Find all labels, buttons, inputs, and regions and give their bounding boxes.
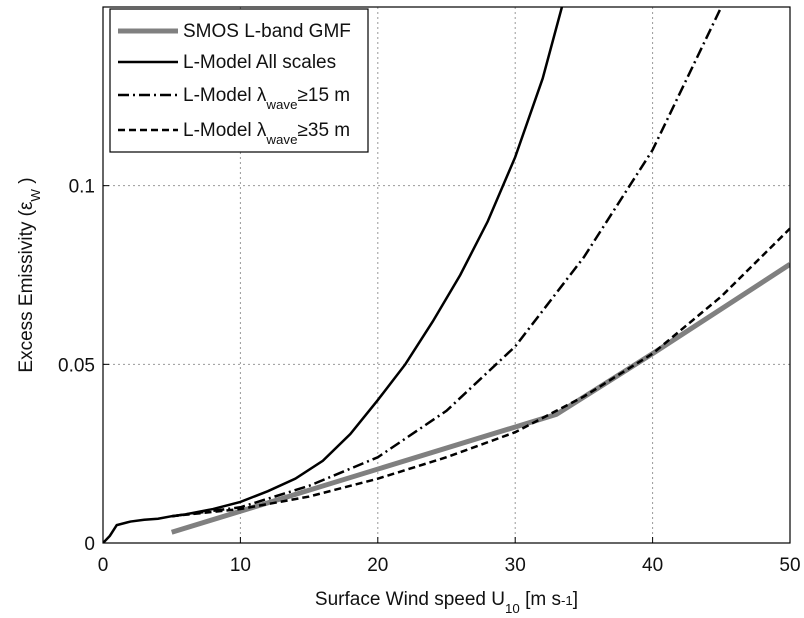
x-tick-label: 0 — [98, 555, 109, 576]
legend-label: SMOS L-band GMF — [183, 21, 351, 42]
legend-label: L-Model λwave≥35 m — [183, 120, 350, 147]
series-line — [103, 7, 564, 543]
x-tick-label: 40 — [642, 555, 663, 576]
y-tick-label: 0 — [84, 534, 95, 555]
legend-label: L-Model λwave≥15 m — [183, 85, 350, 112]
x-tick-label: 10 — [230, 555, 251, 576]
x-tick-label: 50 — [779, 555, 800, 576]
x-axis-label: Surface Wind speed U10 [m s-1] — [315, 589, 578, 616]
y-tick-label: 0.05 — [58, 355, 95, 376]
y-tick-label: 0.1 — [69, 177, 95, 198]
series-line — [171, 7, 723, 518]
series-line — [171, 227, 790, 518]
y-axis-label: Excess Emissivity (εW ) — [16, 177, 43, 372]
x-tick-label: 30 — [505, 555, 526, 576]
plot-frame — [102, 6, 791, 544]
x-tick-label: 20 — [367, 555, 388, 576]
legend-label: L-Model All scales — [183, 52, 336, 73]
